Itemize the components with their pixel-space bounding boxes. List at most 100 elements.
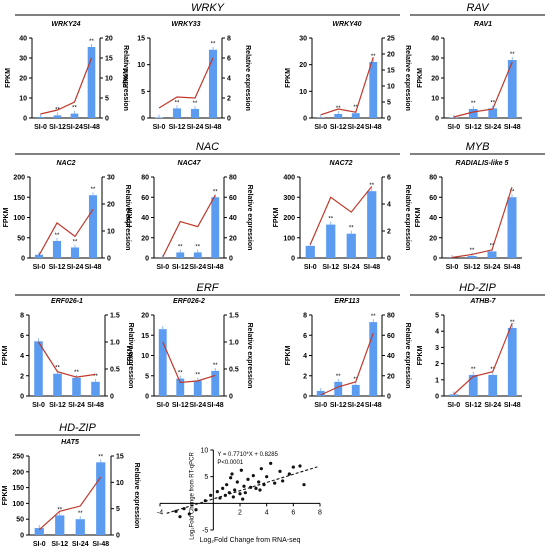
y-tick-label: 4 [435, 329, 439, 336]
y2-tick-label: 0 [387, 256, 391, 263]
x-tick-label: SI-24 [343, 264, 360, 271]
bar [55, 515, 64, 535]
y-tick-label: 10 [19, 96, 27, 103]
x-tick-label: SI-0 [156, 264, 169, 271]
y2-tick-label: 0 [229, 394, 233, 401]
data-point [216, 490, 219, 493]
significance-mark: ** [371, 54, 376, 60]
relative-expression-line [163, 342, 216, 383]
significance-mark: ** [213, 363, 218, 369]
y-tick-label: 10 [201, 448, 209, 455]
y2-axis-title: Relative expression [404, 185, 411, 251]
y2-tick-label: 10 [116, 480, 124, 487]
bar [88, 47, 96, 118]
x-tick-label: SI-48 [207, 264, 224, 271]
y-tick-label: 30 [431, 56, 439, 63]
data-point [242, 485, 245, 488]
y-tick-label: 20 [431, 76, 439, 83]
y-tick-label: 0 [20, 394, 24, 401]
bar [211, 371, 219, 396]
y-tick-label: 1 [435, 377, 439, 384]
group-label: RAV [466, 2, 490, 14]
data-point [281, 479, 284, 482]
significance-mark: ** [328, 217, 333, 223]
significance-mark: ** [178, 244, 183, 250]
y-tick-label: 300 [283, 195, 295, 202]
data-point [221, 487, 224, 490]
y2-tick-label: 15 [116, 454, 124, 461]
significance-mark: ** [470, 248, 475, 254]
relative-expression-line [163, 195, 216, 257]
group-label: HD-ZIP [459, 282, 496, 294]
relative-expression-line [321, 57, 374, 115]
x-tick-label: SI-12 [172, 402, 189, 409]
x-tick-label: SI-12 [169, 124, 186, 131]
bar [53, 241, 61, 258]
y-axis-title: FPKM [127, 345, 134, 365]
gene-title: WRKY24 [51, 21, 80, 28]
y2-tick-label: 5 [105, 96, 109, 103]
x-tick-label: SI-48 [365, 402, 382, 409]
y2-tick-label: 20 [105, 36, 113, 43]
y-tick-label: 0 [23, 116, 27, 123]
y-tick-label: 2 [435, 361, 439, 368]
y2-axis-title: Relative expression [246, 185, 253, 251]
y-tick-label: 40 [429, 215, 437, 222]
y-tick-label: 5 [204, 474, 208, 481]
bar [71, 114, 79, 118]
x-tick-label: SI-24 [484, 402, 501, 409]
significance-mark: ** [193, 101, 198, 107]
y2-tick-label: 1.5 [110, 313, 120, 320]
y-tick-label: 3 [435, 345, 439, 352]
y-axis-title: FPKM [3, 207, 10, 227]
y2-tick-label: 0.5 [229, 367, 239, 374]
y-tick-label: 40 [19, 36, 27, 43]
significance-mark: ** [72, 106, 77, 112]
significance-mark: ** [471, 367, 476, 373]
significance-mark: ** [73, 239, 78, 245]
y-tick-label: 200 [13, 175, 25, 182]
data-point [260, 467, 263, 470]
y2-tick-label: 15 [387, 68, 395, 75]
y-axis-title: FPKM [2, 485, 9, 505]
x-tick-label: 8 [318, 509, 322, 516]
bar [488, 251, 497, 258]
gene-title: ERF113 [334, 298, 359, 305]
y-axis-title: Log₂Fold Change from RT-qPCR [189, 452, 195, 540]
y2-tick-label: 10 [387, 84, 395, 91]
bar [191, 109, 199, 118]
x-tick-label: SI-24 [68, 402, 85, 409]
y-tick-label: 4 [303, 353, 307, 360]
x-tick-label: SI-12 [49, 402, 66, 409]
y2-tick-label: 0 [116, 533, 120, 540]
x-tick-label: SI-24 [484, 264, 501, 271]
bar [211, 197, 219, 258]
relative-expression-line [452, 187, 512, 257]
x-tick-label: SI-0 [447, 402, 460, 409]
gene-title: WRKY33 [171, 21, 200, 28]
y-tick-label: 250 [12, 454, 24, 461]
y-tick-label: 60 [429, 195, 437, 202]
significance-mark: ** [89, 39, 94, 45]
significance-mark: ** [211, 42, 216, 48]
y2-tick-label: 2 [227, 96, 231, 103]
data-point [241, 497, 244, 500]
y2-tick-label: 40 [387, 353, 395, 360]
gene-title: RAV1 [474, 21, 492, 28]
x-tick-label: SI-24 [347, 402, 364, 409]
y-tick-label: 150 [13, 195, 25, 202]
significance-mark: ** [510, 320, 515, 326]
bar [194, 381, 202, 396]
significance-mark: ** [195, 373, 200, 379]
x-tick-label: 2 [238, 509, 242, 516]
x-tick-label: SI-0 [32, 402, 45, 409]
x-tick-label: SI-24 [484, 124, 501, 131]
y-tick-label: 20 [141, 313, 149, 320]
x-tick-label: SI-24 [66, 124, 83, 131]
y-tick-label: 0 [141, 116, 145, 123]
y-axis-title: FPKM [5, 68, 12, 88]
x-tick-label: SI-24 [189, 402, 206, 409]
